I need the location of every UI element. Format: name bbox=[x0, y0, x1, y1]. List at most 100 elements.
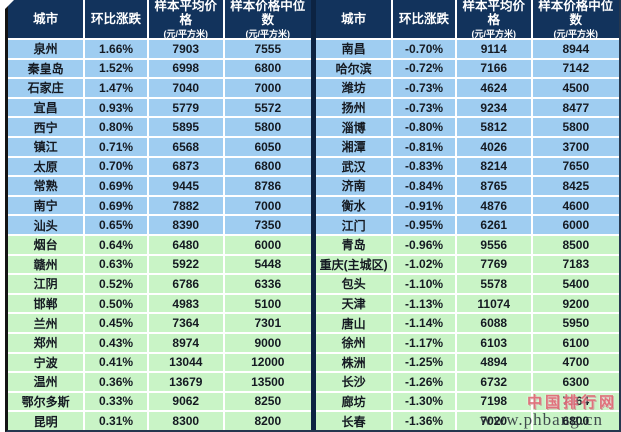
city-cell: 湘潭 bbox=[316, 137, 394, 156]
avg-price-cell: 7040 bbox=[149, 79, 225, 97]
median-price-cell: 6050 bbox=[254, 139, 282, 154]
change-cell: 1.52% bbox=[85, 59, 149, 78]
change-cell: -1.30% bbox=[393, 392, 457, 411]
city-cell: 徐州 bbox=[316, 333, 394, 352]
city-cell: 温州 bbox=[8, 373, 86, 391]
median-price-cell: 5950 bbox=[562, 316, 590, 331]
change-cell: 0.31% bbox=[85, 412, 149, 430]
change-cell: -0.83% bbox=[393, 157, 457, 176]
column-header-city: 城市 bbox=[316, 0, 394, 38]
median-price-cell: 5448 bbox=[254, 257, 282, 272]
price-table-right: 城市 环比涨跌 样本平均价格 (元/平方米) 样本价格中位数 (元/平方米) 南… bbox=[316, 0, 619, 430]
table-row: 江阴 0.52% 6786 6336 bbox=[8, 273, 311, 293]
city-cell: 宜昌 bbox=[8, 98, 86, 117]
unit-note: (元/平方米) bbox=[471, 28, 517, 38]
median-price-cell: 7650 bbox=[562, 159, 590, 174]
median-price-cell: 12000 bbox=[251, 355, 285, 370]
table-row: 包头 -1.10% 5578 5400 bbox=[316, 273, 619, 293]
table-row: 南宁 0.69% 7882 7000 bbox=[8, 194, 311, 215]
avg-price-cell: 7882 bbox=[149, 196, 225, 215]
table-row: 扬州 -0.73% 9234 8477 bbox=[316, 96, 619, 117]
column-header-change: 环比涨跌 bbox=[393, 0, 457, 38]
avg-price-cell: 6261 bbox=[457, 216, 533, 234]
column-header-median-price: 样本价格中位数 (元/平方米) bbox=[533, 0, 619, 38]
table-row: 秦皇岛 1.52% 6998 6800 bbox=[8, 57, 311, 78]
avg-price-cell: 6480 bbox=[149, 235, 225, 254]
avg-price-cell: 5578 bbox=[457, 275, 533, 293]
change-cell: 0.80% bbox=[85, 118, 149, 136]
median-price-cell: 7000 bbox=[254, 80, 282, 95]
avg-price-cell: 8765 bbox=[457, 177, 533, 195]
change-cell: -0.73% bbox=[393, 98, 457, 117]
column-header-city: 城市 bbox=[8, 0, 86, 38]
table-row: 宜昌 0.93% 5779 5572 bbox=[8, 96, 311, 117]
column-label: 环比涨跌 bbox=[399, 11, 450, 26]
table-row: 哈尔滨 -0.72% 7166 7142 bbox=[316, 57, 619, 78]
median-price-cell: 5572 bbox=[254, 100, 282, 115]
avg-price-cell: 7020 bbox=[457, 412, 533, 430]
city-cell: 宁波 bbox=[8, 353, 86, 372]
change-cell: -0.95% bbox=[393, 216, 457, 234]
table-row: 济南 -0.84% 8765 8425 bbox=[316, 175, 619, 195]
avg-price-cell: 6732 bbox=[457, 373, 533, 391]
change-cell: 0.70% bbox=[85, 157, 149, 176]
table-row: 衡水 -0.91% 4876 4600 bbox=[316, 194, 619, 215]
median-price-cell: 6800 bbox=[254, 61, 282, 76]
avg-price-cell: 9114 bbox=[457, 40, 533, 58]
table-row: 泉州 1.66% 7903 7555 bbox=[8, 38, 311, 58]
table-header: 城市 环比涨跌 样本平均价格 (元/平方米) 样本价格中位数 (元/平方米) bbox=[8, 0, 311, 38]
change-cell: 0.64% bbox=[85, 235, 149, 254]
column-header-avg-price: 样本平均价格 (元/平方米) bbox=[457, 0, 533, 38]
median-price-cell: 5800 bbox=[254, 120, 282, 135]
column-header-median-price: 样本价格中位数 (元/平方米) bbox=[225, 0, 311, 38]
table-row: 郑州 0.43% 8974 9000 bbox=[8, 331, 311, 352]
unit-note: (元/平方米) bbox=[553, 28, 599, 38]
table-row: 长沙 -1.26% 6732 6300 bbox=[316, 371, 619, 391]
column-header-avg-price: 样本平均价格 (元/平方米) bbox=[149, 0, 225, 38]
table-row: 宁波 0.41% 13044 12000 bbox=[8, 351, 311, 372]
avg-price-cell: 6786 bbox=[149, 275, 225, 293]
avg-price-cell: 6103 bbox=[457, 333, 533, 352]
table-row: 廊坊 -1.30% 7198 7164 bbox=[316, 390, 619, 411]
change-cell: -1.02% bbox=[393, 255, 457, 274]
city-cell: 武汉 bbox=[316, 157, 394, 176]
median-price-cell: 7142 bbox=[562, 61, 590, 76]
median-price-cell: 3700 bbox=[562, 139, 590, 154]
change-cell: 0.43% bbox=[85, 333, 149, 352]
column-label: 城市 bbox=[341, 11, 367, 26]
change-cell: 0.69% bbox=[85, 177, 149, 195]
avg-price-cell: 7903 bbox=[149, 40, 225, 58]
avg-price-cell: 11074 bbox=[457, 294, 533, 313]
avg-price-cell: 6873 bbox=[149, 157, 225, 176]
city-cell: 江门 bbox=[316, 216, 394, 234]
table-row: 唐山 -1.14% 6088 5950 bbox=[316, 312, 619, 332]
change-cell: 1.47% bbox=[85, 79, 149, 97]
avg-price-cell: 9234 bbox=[457, 98, 533, 117]
avg-price-cell: 5895 bbox=[149, 118, 225, 136]
table-row: 邯郸 0.50% 4983 5100 bbox=[8, 292, 311, 313]
change-cell: 1.66% bbox=[85, 40, 149, 58]
unit-note: (元/平方米) bbox=[163, 28, 209, 38]
column-label: 样本价格中位数 bbox=[538, 0, 614, 28]
median-price-cell: 6336 bbox=[254, 276, 282, 291]
table-row: 江门 -0.95% 6261 6000 bbox=[316, 214, 619, 234]
change-cell: -1.13% bbox=[393, 294, 457, 313]
change-cell: -0.96% bbox=[393, 235, 457, 254]
table-row: 潍坊 -0.73% 4624 4500 bbox=[316, 77, 619, 97]
median-price-cell: 4500 bbox=[562, 80, 590, 95]
median-price-cell: 13500 bbox=[251, 374, 285, 389]
avg-price-cell: 6998 bbox=[149, 59, 225, 78]
median-price-cell: 9200 bbox=[562, 296, 590, 311]
table-row: 汕头 0.65% 8390 7350 bbox=[8, 214, 311, 234]
avg-price-cell: 5812 bbox=[457, 118, 533, 136]
median-price-cell: 5400 bbox=[562, 276, 590, 291]
median-price-cell: 7301 bbox=[254, 316, 282, 331]
city-cell: 天津 bbox=[316, 294, 394, 313]
city-cell: 昆明 bbox=[8, 412, 86, 430]
median-price-cell: 7183 bbox=[562, 257, 590, 272]
city-cell: 扬州 bbox=[316, 98, 394, 117]
avg-price-cell: 7166 bbox=[457, 59, 533, 78]
table-row: 镇江 0.71% 6568 6050 bbox=[8, 135, 311, 156]
median-price-cell: 8944 bbox=[562, 41, 590, 56]
city-cell: 赣州 bbox=[8, 255, 86, 274]
